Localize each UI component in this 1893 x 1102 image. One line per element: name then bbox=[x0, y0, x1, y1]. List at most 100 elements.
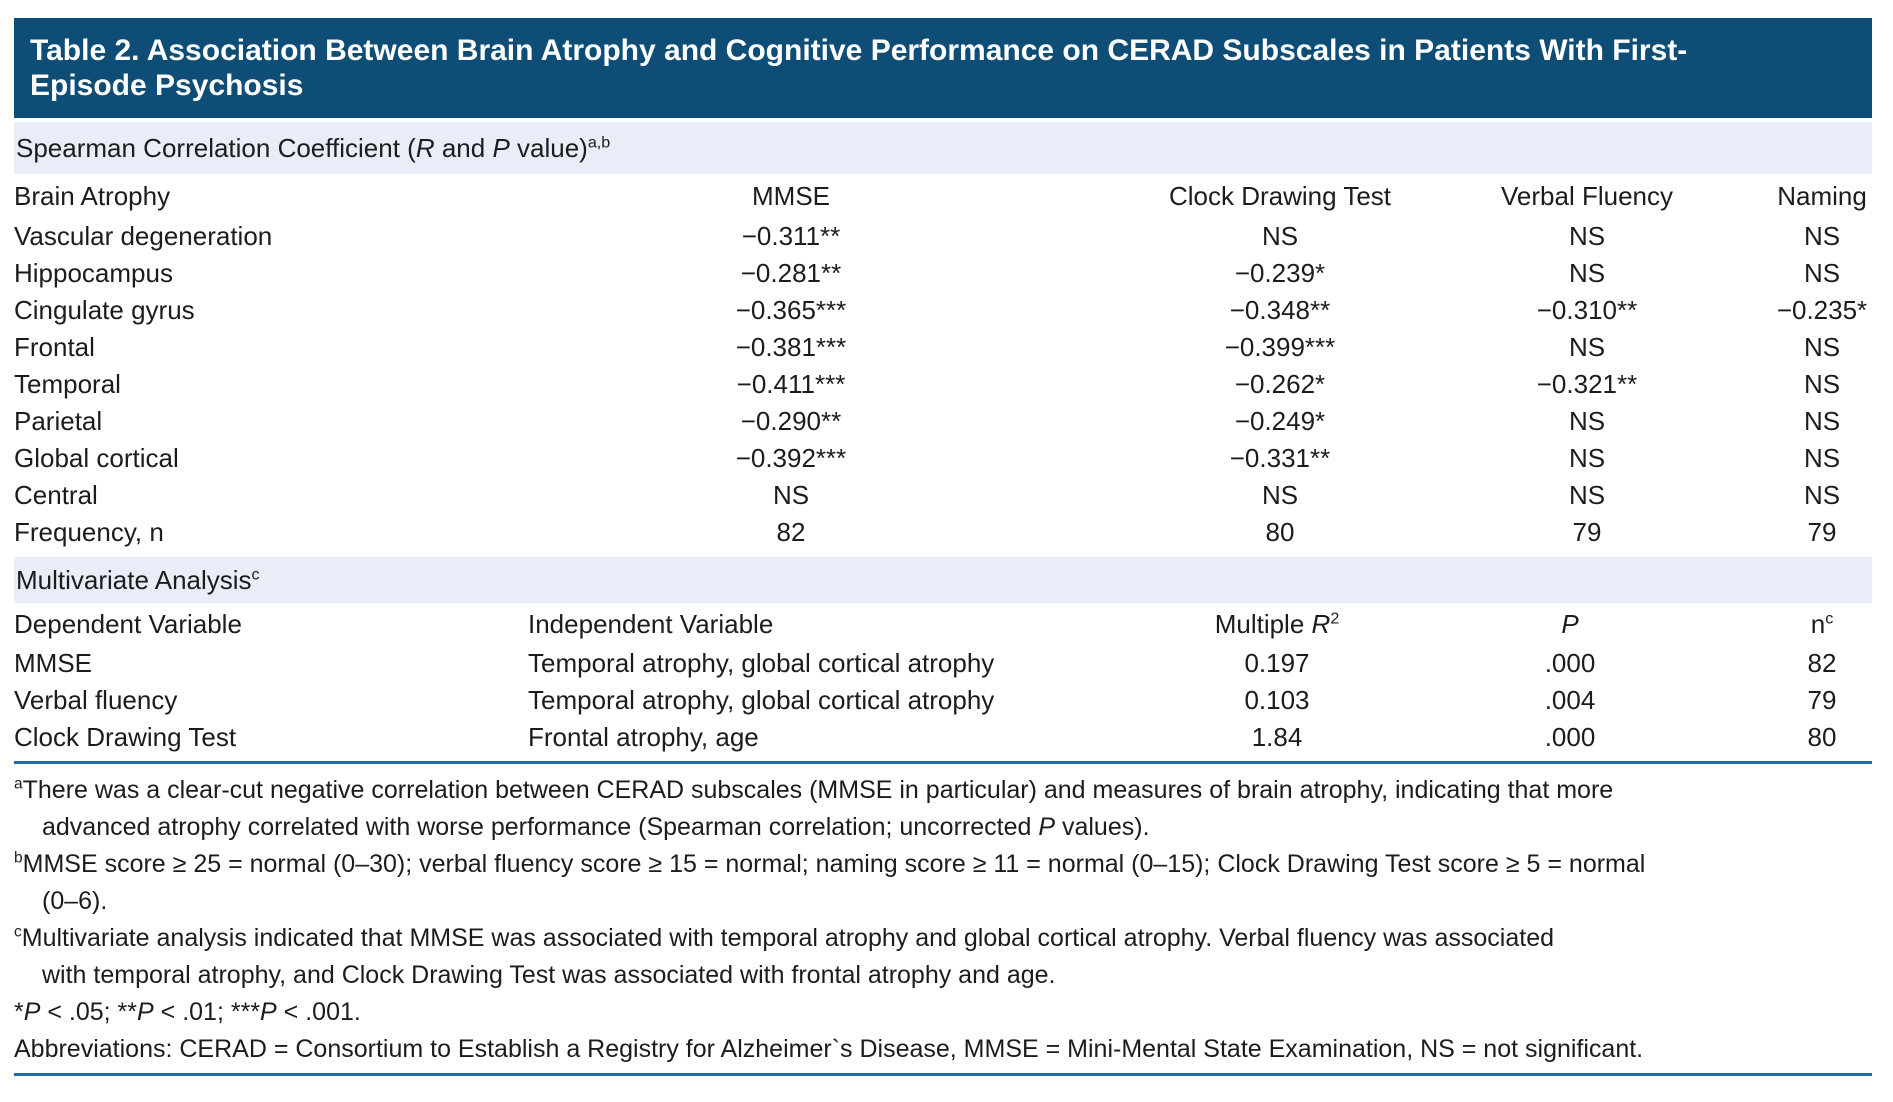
footnote-line: bMMSE score ≥ 25 = normal (0–30); verbal… bbox=[14, 849, 1646, 878]
independent-variable-value: Temporal atrophy, global cortical atroph… bbox=[528, 685, 995, 715]
row-label: Temporal bbox=[14, 369, 121, 399]
cell-value: 1.84 bbox=[1251, 722, 1303, 752]
spearman-column-header: Verbal Fluency bbox=[1501, 181, 1673, 211]
row-label: Clock Drawing Test bbox=[14, 722, 237, 752]
cell-value: NS bbox=[1803, 258, 1841, 288]
table-row: Frequency, n 82 80 79 79 bbox=[14, 514, 1872, 551]
cell-value: −0.311** bbox=[741, 221, 841, 251]
spearman-table: Brain Atrophy MMSE Clock Drawing Test Verba… bbox=[14, 174, 1872, 551]
cell-value: .000 bbox=[1544, 648, 1596, 678]
row-label: Verbal fluency bbox=[14, 685, 178, 715]
footnote-line: Abbreviations: CERAD = Consortium to Est… bbox=[14, 1035, 1644, 1063]
cell-value: 0.197 bbox=[1244, 648, 1310, 678]
table-row: Clock Drawing Test Frontal atrophy, age 1.… bbox=[14, 719, 1872, 756]
multivariate-column-header: Dependent Variable bbox=[14, 609, 242, 639]
footnote-line: aThere was a clear-cut negative correlat… bbox=[14, 775, 1614, 804]
cell-value: NS bbox=[1568, 332, 1606, 362]
cell-value: .004 bbox=[1544, 685, 1596, 715]
cell-value: NS bbox=[1568, 406, 1606, 436]
cell-value: NS bbox=[1803, 480, 1841, 510]
table-row: Cingulate gyrus −0.365*** −0.348** −0.310**… bbox=[14, 292, 1872, 329]
table-row: Frontal −0.381*** −0.399*** NS NS bbox=[14, 329, 1872, 366]
multivariate-table: Dependent Variable Independent Variable Mu… bbox=[14, 603, 1872, 756]
cell-value: NS bbox=[1261, 221, 1299, 251]
cell-value: NS bbox=[1261, 480, 1299, 510]
spearman-column-header: Clock Drawing Test bbox=[1168, 181, 1392, 211]
spearman-column-header: Naming bbox=[1777, 181, 1867, 211]
cell-value: .000 bbox=[1544, 722, 1596, 752]
row-label: Vascular degeneration bbox=[14, 221, 273, 251]
table-title: Table 2. Association Between Brain Atrop… bbox=[30, 34, 1688, 102]
cell-value: NS bbox=[1568, 258, 1606, 288]
spearman-column-header: Brain Atrophy bbox=[14, 181, 171, 211]
independent-variable-value: Temporal atrophy, global cortical atroph… bbox=[528, 648, 995, 678]
cell-value: NS bbox=[1803, 332, 1841, 362]
table-title-band: Table 2. Association Between Brain Atrop… bbox=[14, 18, 1872, 118]
footnote-line: *P < .05; **P < .01; ***P < .001. bbox=[14, 998, 361, 1026]
row-label: Hippocampus bbox=[14, 258, 173, 288]
table-row: Parietal −0.290** −0.249* NS NS bbox=[14, 403, 1872, 440]
cell-value: −0.262* bbox=[1234, 369, 1326, 399]
cell-value: −0.239* bbox=[1234, 258, 1326, 288]
row-label: Central bbox=[14, 480, 98, 510]
cell-value: 82 bbox=[1807, 648, 1837, 678]
spearman-table-body: Vascular degeneration −0.311** NS NS NS Hippo… bbox=[14, 218, 1872, 551]
table-row: Vascular degeneration −0.311** NS NS NS bbox=[14, 218, 1872, 255]
cell-value: NS bbox=[1803, 406, 1841, 436]
cell-value: −0.281** bbox=[740, 258, 842, 288]
cell-value: 0.103 bbox=[1244, 685, 1310, 715]
row-label: Cingulate gyrus bbox=[14, 295, 195, 325]
cell-value: −0.381*** bbox=[735, 332, 847, 362]
table-row: MMSE Temporal atrophy, global cortical at… bbox=[14, 645, 1872, 682]
multivariate-column-header: nc bbox=[1810, 609, 1834, 639]
spearman-column-header: MMSE bbox=[752, 181, 830, 211]
multivariate-column-header: P bbox=[1561, 609, 1579, 639]
spearman-header-row: Brain Atrophy MMSE Clock Drawing Test Verba… bbox=[14, 174, 1872, 218]
cell-value: NS bbox=[1803, 221, 1841, 251]
multivariate-section-band: Multivariate Analysisc bbox=[14, 557, 1872, 603]
cell-value: −0.235* bbox=[1776, 295, 1868, 325]
cell-value: NS bbox=[1803, 443, 1841, 473]
table-row: Temporal −0.411*** −0.262* −0.321** NS bbox=[14, 366, 1872, 403]
footnote-line: with temporal atrophy, and Clock Drawing… bbox=[42, 961, 1056, 989]
paper-table-figure: Table 2. Association Between Brain Atrop… bbox=[14, 18, 1872, 1076]
table-row: Hippocampus −0.281** −0.239* NS NS bbox=[14, 255, 1872, 292]
cell-value: NS bbox=[1803, 369, 1841, 399]
cell-value: 80 bbox=[1807, 722, 1837, 752]
cell-value: −0.411*** bbox=[736, 369, 846, 399]
cell-value: −0.321** bbox=[1536, 369, 1638, 399]
table-row: Verbal fluency Temporal atrophy, global c… bbox=[14, 682, 1872, 719]
footnote-line: cMultivariate analysis indicated that MM… bbox=[14, 923, 1555, 952]
independent-variable-value: Frontal atrophy, age bbox=[528, 722, 759, 752]
cell-value: 79 bbox=[1807, 685, 1837, 715]
row-label: Frontal bbox=[14, 332, 95, 362]
cell-value: −0.399*** bbox=[1224, 332, 1336, 362]
cell-value: −0.290** bbox=[740, 406, 842, 436]
multivariate-section-caption: Multivariate Analysisc bbox=[16, 564, 260, 595]
cell-value: −0.310** bbox=[1536, 295, 1638, 325]
multivariate-table-body: MMSE Temporal atrophy, global cortical at… bbox=[14, 645, 1872, 756]
cell-value: NS bbox=[772, 480, 810, 510]
multivariate-column-header: Multiple R2 bbox=[1214, 609, 1340, 639]
footnote-line: (0–6). bbox=[42, 887, 108, 915]
cell-value: 82 bbox=[776, 517, 806, 547]
footnote-separator-rule bbox=[14, 761, 1872, 764]
cell-value: NS bbox=[1568, 443, 1606, 473]
cell-value: NS bbox=[1568, 480, 1606, 510]
cell-value: 79 bbox=[1572, 517, 1602, 547]
cell-value: −0.331** bbox=[1229, 443, 1331, 473]
row-label: Parietal bbox=[14, 406, 103, 436]
cell-value: −0.392*** bbox=[735, 443, 847, 473]
spearman-section-band: Spearman Correlation Coefficient (R and … bbox=[14, 122, 1872, 174]
cell-value: 79 bbox=[1807, 517, 1837, 547]
footnote-line: advanced atrophy correlated with worse p… bbox=[42, 813, 1150, 841]
bottom-border-rule bbox=[14, 1073, 1872, 1076]
footnotes: aThere was a clear-cut negative correlat… bbox=[14, 764, 1872, 1068]
table-row: Central NS NS NS NS bbox=[14, 477, 1872, 514]
cell-value: −0.249* bbox=[1234, 406, 1326, 436]
row-label: Frequency, n bbox=[14, 517, 164, 547]
cell-value: −0.348** bbox=[1229, 295, 1331, 325]
cell-value: −0.365*** bbox=[735, 295, 847, 325]
spearman-section-caption: Spearman Correlation Coefficient (R and … bbox=[16, 132, 611, 163]
multivariate-header-row: Dependent Variable Independent Variable Mu… bbox=[14, 603, 1872, 645]
